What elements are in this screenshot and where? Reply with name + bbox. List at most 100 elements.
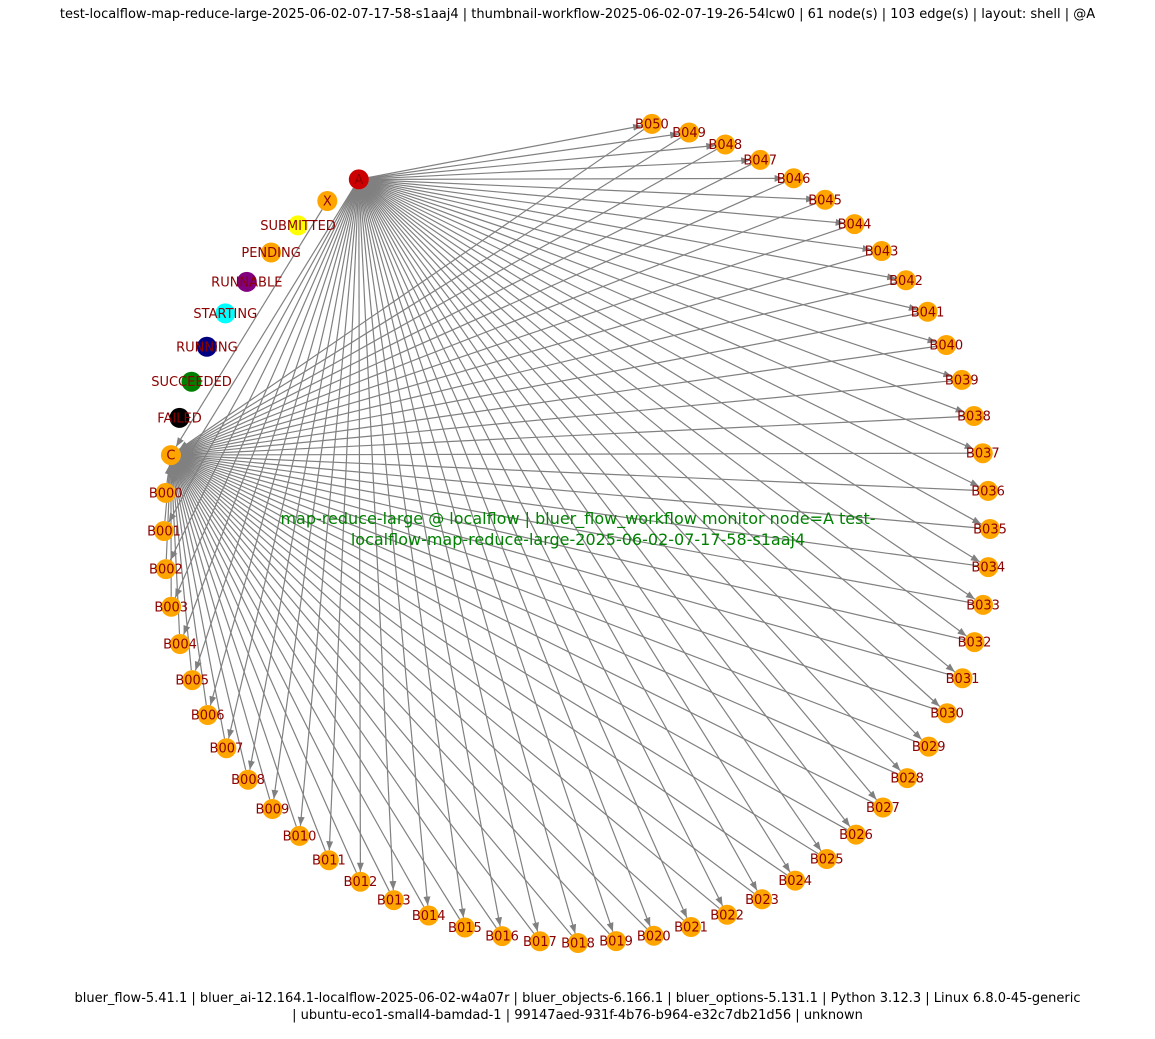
- edge-B006-C: [170, 464, 207, 706]
- edge-A-B007: [227, 188, 358, 739]
- edge-A-B042: [368, 180, 897, 281]
- node-X: [317, 191, 338, 211]
- edge-A-B047: [368, 157, 751, 180]
- edge-B034-C: [180, 454, 979, 567]
- legend-label-running: RUNNING: [176, 340, 238, 355]
- node-label-c: C: [166, 449, 175, 464]
- graph-caption-line-1: map-reduce-large @ localflow | bluer_flo…: [280, 509, 875, 529]
- legend-label-succeeded: SUCCEEDED: [151, 375, 232, 390]
- edge-B037-C: [180, 451, 973, 459]
- node-label-b035: B035: [973, 523, 1007, 538]
- footer-line-2: | ubuntu-eco1-small4-bamdad-1 | 99147aed…: [292, 1008, 863, 1023]
- edge-A-B017: [360, 188, 539, 932]
- node-label-b039: B039: [945, 373, 979, 388]
- node-B008: [238, 769, 258, 790]
- edge-B050-C: [178, 129, 645, 450]
- node-B024: [785, 870, 806, 891]
- node-label-b030: B030: [930, 707, 964, 722]
- edge-A-B033: [366, 184, 976, 600]
- node-label-b011: B011: [312, 854, 346, 869]
- edge-X-C: [175, 209, 323, 447]
- edge-B042-C: [180, 282, 897, 455]
- edge-B020-C: [177, 461, 648, 930]
- edge-B012-C: [174, 463, 357, 873]
- edge-B043-C: [180, 253, 873, 454]
- edge-B018-C: [176, 462, 573, 936]
- node-label-b038: B038: [957, 410, 991, 425]
- node-B012: [350, 871, 371, 892]
- edge-B028-C: [179, 458, 899, 775]
- edge-A-B009: [271, 189, 358, 800]
- node-B032: [964, 632, 985, 653]
- edge-B036-C: [180, 452, 979, 492]
- edge-B027-C: [179, 458, 875, 804]
- legend-label-submitted: SUBMITTED: [260, 219, 336, 234]
- node-B042: [896, 270, 916, 291]
- edge-B017-C: [176, 462, 535, 934]
- node-label-b040: B040: [929, 339, 963, 354]
- edge-A-B012: [356, 189, 364, 872]
- node-label-b013: B013: [377, 894, 411, 909]
- edge-A-B018: [360, 188, 577, 934]
- node-B035: [980, 519, 1000, 539]
- node-B039: [951, 369, 972, 390]
- legend-label-runnable: RUNNABLE: [211, 275, 282, 290]
- node-B000: [155, 482, 176, 503]
- edge-A-B000: [170, 187, 355, 485]
- node-B030: [937, 703, 958, 724]
- edge-A-B040: [368, 181, 937, 344]
- node-label-b019: B019: [599, 935, 633, 950]
- edge-B022-C: [178, 460, 720, 909]
- node-B013: [383, 890, 404, 911]
- node-label-b041: B041: [911, 305, 945, 320]
- edge-B025-C: [179, 459, 819, 855]
- node-label-b005: B005: [175, 674, 209, 689]
- edge-A-B014: [359, 189, 431, 906]
- node-C: [160, 445, 181, 466]
- edge-A-B031: [366, 185, 956, 673]
- edge-A-B044: [368, 179, 845, 226]
- node-label-b002: B002: [149, 563, 183, 578]
- node-B048: [715, 134, 736, 155]
- node-label-b022: B022: [710, 908, 744, 923]
- nodes: [154, 113, 1000, 953]
- edge-A-B039: [368, 181, 953, 378]
- node-label-b003: B003: [154, 600, 188, 615]
- node-label-b037: B037: [966, 447, 1000, 462]
- graph-caption-line-2: localflow-map-reduce-large-2025-06-02-07…: [351, 530, 805, 549]
- figure-footer: bluer_flow-5.41.1 | bluer_ai-12.164.1-lo…: [0, 990, 1155, 1024]
- node-B001: [154, 521, 174, 541]
- node-B050: [641, 113, 662, 134]
- legend-label-pending: PENDING: [241, 246, 300, 261]
- edge-A-B028: [365, 186, 901, 772]
- legend-marker-runnable: [236, 271, 257, 292]
- node-B022: [717, 904, 738, 925]
- edge-A-B037: [367, 182, 974, 450]
- node-B045: [815, 189, 836, 210]
- edge-A-B023: [363, 187, 758, 891]
- node-B036: [978, 480, 999, 501]
- node-B016: [492, 926, 513, 947]
- node-label-b015: B015: [448, 921, 482, 936]
- edge-A-B003: [174, 188, 356, 598]
- node-label-b018: B018: [561, 937, 595, 952]
- edge-B048-C: [179, 148, 717, 451]
- edge-B007-C: [170, 464, 226, 739]
- node-label-b008: B008: [231, 773, 265, 788]
- edge-B045-C: [179, 202, 817, 452]
- edge-B021-C: [177, 461, 685, 921]
- node-label-x: X: [323, 195, 332, 210]
- node-B027: [872, 797, 893, 818]
- legend-marker-succeeded: [181, 371, 202, 392]
- edge-B030-C: [180, 457, 938, 711]
- edge-A-B013: [358, 189, 397, 891]
- edge-B009-C: [172, 464, 271, 800]
- edge-B014-C: [175, 463, 425, 907]
- node-label-b033: B033: [966, 598, 1000, 613]
- edge-A-B025: [363, 187, 822, 852]
- edge-B046-C: [179, 181, 785, 452]
- node-label-b007: B007: [210, 742, 244, 757]
- edge-A-B043: [368, 180, 872, 252]
- node-B015: [454, 917, 475, 938]
- edge-A-B027: [364, 186, 877, 801]
